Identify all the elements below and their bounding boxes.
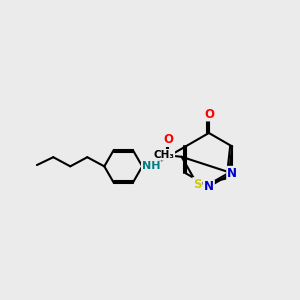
Text: N: N <box>204 180 214 193</box>
Text: S: S <box>193 178 202 191</box>
Text: N: N <box>227 167 237 180</box>
Text: O: O <box>204 107 214 121</box>
Text: O: O <box>163 133 173 146</box>
Text: NH: NH <box>142 161 160 171</box>
Text: CH₃: CH₃ <box>153 150 174 160</box>
